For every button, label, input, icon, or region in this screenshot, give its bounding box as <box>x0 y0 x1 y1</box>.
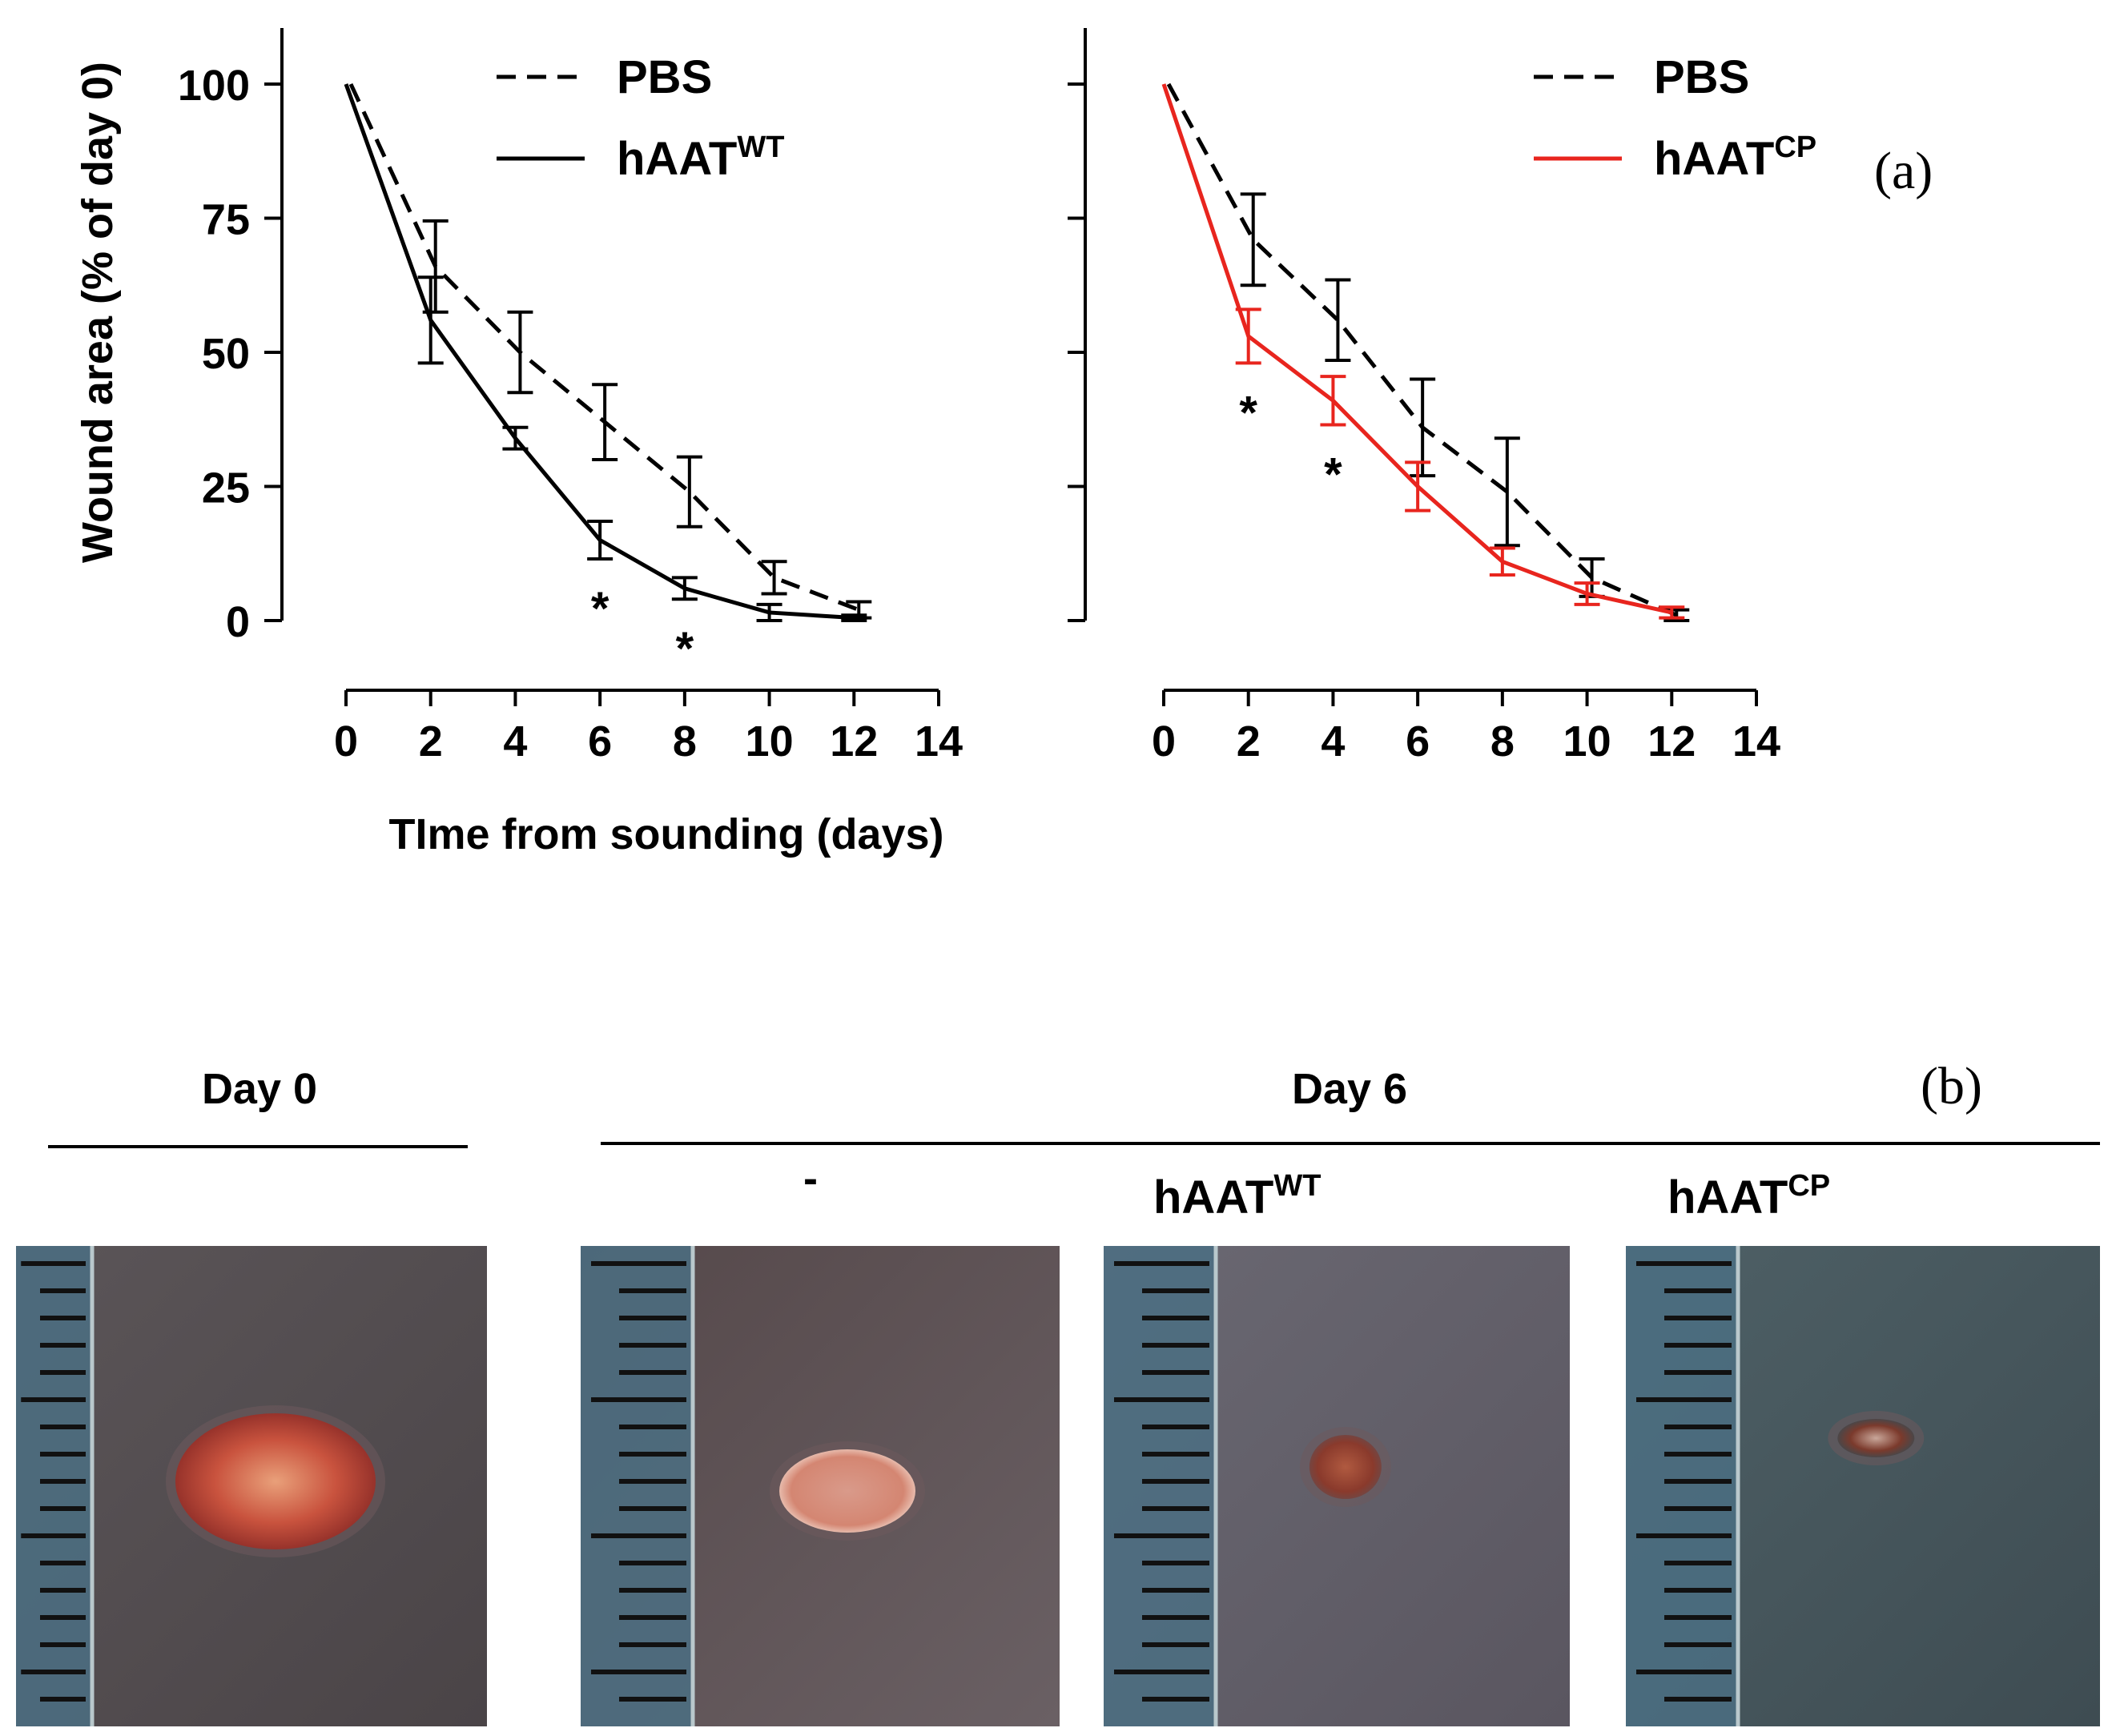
panel-label-a: (a) <box>1874 142 1933 200</box>
significance-marker: * <box>676 623 694 675</box>
x-tick-label: 12 <box>1647 717 1696 766</box>
y-tick-label: 50 <box>202 330 250 378</box>
error-bar <box>1494 436 1520 548</box>
error-bar <box>587 520 613 561</box>
ruler-scale <box>581 1246 695 1726</box>
photo-label-control: - <box>803 1155 818 1203</box>
error-bar <box>1489 546 1515 577</box>
x-tick-label: 0 <box>1152 717 1176 766</box>
x-tick-label: 8 <box>673 717 697 766</box>
legend-label: hAATWT <box>617 131 784 185</box>
error-bar <box>676 455 702 528</box>
error-bar <box>1405 460 1431 512</box>
error-bar <box>761 560 787 596</box>
error-bar <box>1240 192 1266 287</box>
error-bar <box>507 310 533 395</box>
x-tick-label: 8 <box>1490 717 1515 766</box>
y-tick-label: 25 <box>202 464 250 512</box>
x-tick-label: 2 <box>1237 717 1261 766</box>
photo-day6-haat-cp <box>1626 1246 2100 1726</box>
legend-label: PBS <box>617 51 712 103</box>
error-bar <box>1320 375 1346 427</box>
wound <box>1309 1435 1382 1499</box>
x-tick-label: 6 <box>1406 717 1430 766</box>
error-bar <box>1235 307 1261 365</box>
significance-marker: * <box>591 583 609 635</box>
photo-day6-control <box>581 1246 1060 1726</box>
day0-header: Day 0 <box>202 1065 317 1113</box>
error-bar <box>1410 377 1436 478</box>
y-tick-label: 75 <box>202 196 250 244</box>
photo-label-cp: hAATCP <box>1667 1169 1830 1224</box>
series-line-pbs <box>1166 82 1678 617</box>
x-tick-label: 14 <box>1732 717 1780 766</box>
photo-day6-haat-wt <box>1104 1246 1570 1726</box>
x-tick-label: 4 <box>1321 717 1345 766</box>
significance-marker: * <box>1324 448 1342 500</box>
error-bar <box>592 383 618 461</box>
x-tick-label: 10 <box>746 717 794 766</box>
y-axis-title: Wound area (% of day 0) <box>74 62 122 563</box>
x-tick-label: 14 <box>915 717 963 766</box>
y-tick-label: 100 <box>178 62 250 110</box>
error-bar <box>671 576 698 601</box>
x-tick-label: 10 <box>1563 717 1611 766</box>
x-tick-label: 0 <box>334 717 358 766</box>
error-bar <box>502 425 529 451</box>
photo-strip <box>16 1246 2100 1726</box>
error-bar <box>422 219 449 314</box>
ruler-scale <box>1104 1246 1218 1726</box>
x-tick-label: 6 <box>588 717 612 766</box>
error-bar <box>841 613 867 622</box>
day6-header: Day 6 <box>1292 1065 1407 1113</box>
legend-label: hAATCP <box>1654 131 1816 185</box>
panel-label-b: (b) <box>1921 1057 1982 1115</box>
y-tick-label: 0 <box>226 598 250 646</box>
photo-day0 <box>16 1246 487 1726</box>
x-axis-title: TIme from sounding (days) <box>388 810 943 858</box>
error-bar <box>417 275 444 365</box>
wound <box>1837 1419 1915 1457</box>
plot-right: 0 2 4 6 8 10 12 14 * * PBS hAATCP <box>1068 28 1816 766</box>
error-bar <box>1574 581 1600 606</box>
x-tick-label: 2 <box>419 717 443 766</box>
x-tick-label: 12 <box>830 717 878 766</box>
legend-label: PBS <box>1654 51 1749 103</box>
error-bar <box>1325 278 1351 363</box>
error-bar <box>1659 605 1685 620</box>
error-bar <box>756 602 782 622</box>
plot-left: 0 25 50 75 100 0 2 4 6 8 10 12 14 TIme from sounding … <box>74 28 963 858</box>
ruler-scale <box>16 1246 95 1726</box>
wound <box>779 1449 916 1533</box>
wound <box>175 1413 376 1549</box>
significance-marker: * <box>1239 387 1257 439</box>
x-tick-label: 4 <box>503 717 527 766</box>
photo-label-wt: hAATWT <box>1153 1169 1321 1224</box>
series-line-haat <box>1161 83 1672 615</box>
ruler-scale <box>1626 1246 1740 1726</box>
